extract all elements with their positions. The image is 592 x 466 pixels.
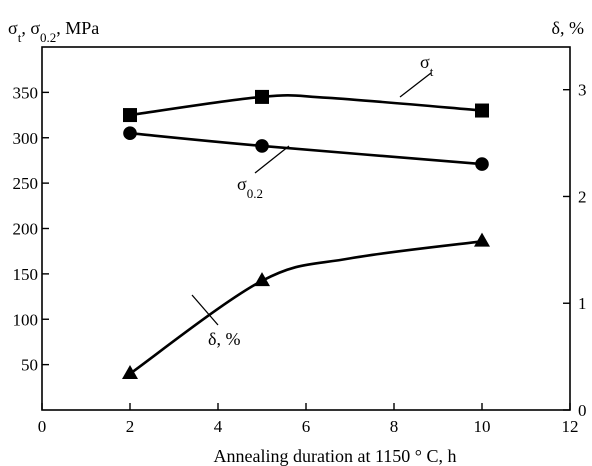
y-right-tick-label: 2 [578, 187, 587, 206]
marker-sigma_t [123, 108, 137, 123]
marker-delta [122, 365, 138, 380]
x-tick-label: 8 [390, 417, 399, 436]
marker-sigma_02 [123, 126, 137, 141]
y-left-tick-label: 150 [13, 265, 39, 284]
y-left-tick-label: 350 [13, 83, 39, 102]
x-tick-label: 12 [562, 417, 579, 436]
marker-sigma_02 [255, 139, 269, 153]
plot-frame [41, 46, 571, 411]
y-axis-right-title: δ, % [552, 18, 584, 38]
y-left-tick-label: 300 [13, 129, 39, 148]
y-right-tick-label: 1 [578, 294, 587, 313]
series-label-delta: δ, % [208, 329, 240, 349]
x-tick-label: 10 [474, 417, 491, 436]
series-line-delta [129, 240, 483, 375]
series-label-sigma_t: σt [420, 52, 434, 79]
x-tick-label: 2 [126, 417, 135, 436]
leader-line-sigma_02 [254, 145, 290, 174]
x-tick-label: 6 [302, 417, 311, 436]
y-axis-left-title: σt, σ0.2, MPa [8, 18, 99, 45]
series-line-sigma_t [129, 94, 483, 117]
x-axis-title: Annealing duration at 1150 ° C, h [214, 446, 457, 466]
x-tick-label: 0 [38, 417, 47, 436]
leader-line-sigma_t [399, 72, 432, 98]
y-right-tick-label: 0 [578, 401, 587, 420]
y-left-tick-label: 200 [13, 220, 39, 239]
marker-sigma_t [255, 89, 269, 104]
y-right-tick-label: 3 [578, 81, 587, 100]
y-left-tick-label: 100 [13, 310, 39, 329]
y-left-tick-label: 50 [21, 356, 38, 375]
marker-delta [254, 272, 270, 287]
y-left-tick-label: 250 [13, 174, 39, 193]
series-label-sigma_02: σ0.2 [237, 174, 263, 201]
marker-delta [474, 232, 490, 247]
series-line-sigma_02 [129, 131, 483, 166]
leader-line-delta [191, 294, 219, 326]
marker-sigma_02 [475, 157, 489, 171]
marker-sigma_t [475, 103, 489, 118]
x-tick-label: 4 [214, 417, 223, 436]
